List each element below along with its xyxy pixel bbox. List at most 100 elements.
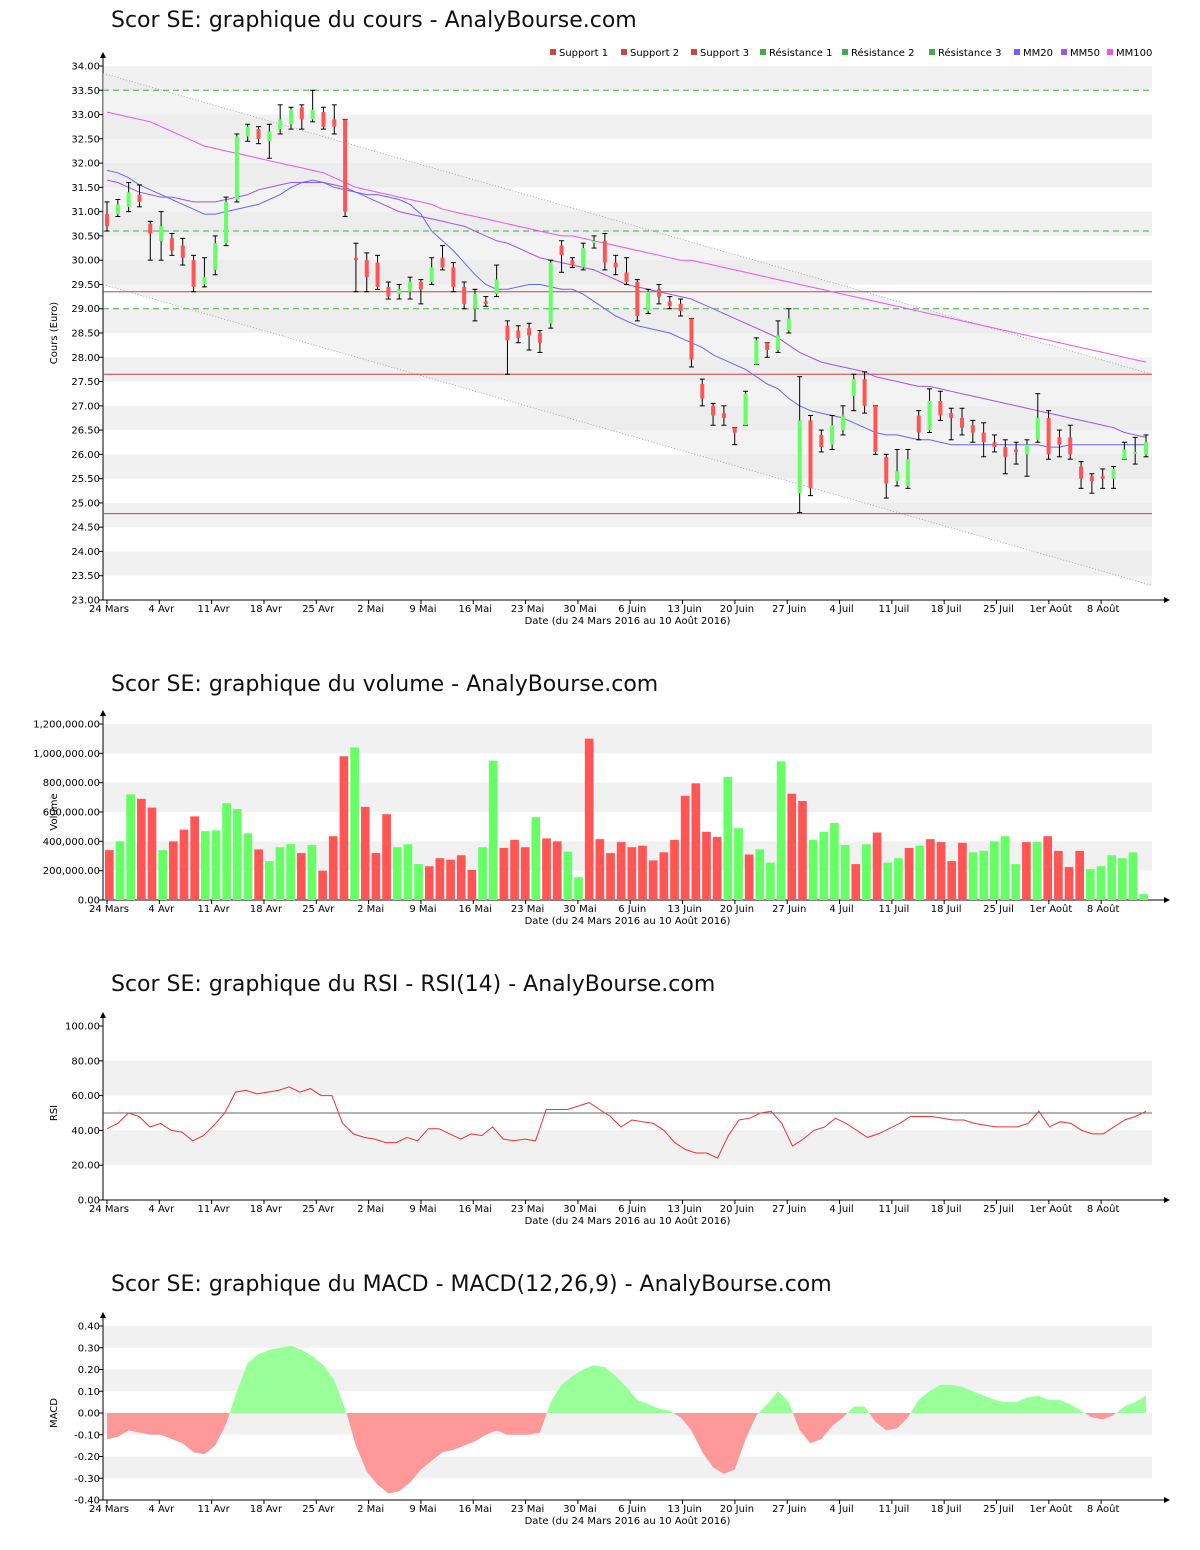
x-tick-label: 20 Juin [720, 904, 754, 915]
x-tick-label: 18 Avr [250, 1204, 283, 1215]
volume-bar [382, 814, 391, 900]
y-axis-label: MACD [49, 1398, 60, 1428]
x-tick-label: 25 Avr [302, 1504, 335, 1515]
x-tick-label: 18 Avr [250, 1504, 283, 1515]
x-tick-label: 18 Juil [931, 904, 962, 915]
volume-bar [1139, 894, 1148, 900]
macd-chart-panel: Scor SE: graphique du MACD - MACD(12,26,… [0, 1260, 1200, 1550]
candle-body [169, 238, 174, 251]
candle-body [602, 240, 607, 263]
candle-body [440, 257, 445, 268]
y-tick-label: 0.30 [78, 1343, 100, 1354]
volume-bar [435, 858, 445, 900]
x-axis-label: Date (du 24 Mars 2016 au 10 Août 2016) [525, 1215, 731, 1227]
candle-body [213, 243, 218, 270]
y-tick-label: -0.40 [74, 1496, 100, 1507]
x-tick-label: 4 Avr [148, 604, 175, 615]
grid-band [103, 66, 1152, 91]
candle-body [689, 318, 694, 360]
volume-bar [670, 839, 679, 900]
volume-bar [638, 845, 647, 900]
y-axis-label: Cours (Euro) [49, 302, 60, 365]
y-tick-label: 600,000.00 [43, 808, 100, 819]
volume-bar [456, 855, 466, 900]
volume-bar [115, 841, 125, 900]
volume-bar [723, 776, 733, 900]
x-tick-label: 2 Mai [357, 604, 384, 615]
macd-positive-area [546, 1365, 674, 1413]
x-tick-label: 4 Juil [829, 604, 853, 615]
candle-body [202, 277, 207, 285]
y-tick-label: 32.00 [71, 159, 100, 170]
candle-body [321, 112, 326, 127]
candle-body [613, 262, 618, 268]
x-tick-label: 8 Août [1087, 903, 1120, 915]
candle-body [472, 294, 477, 309]
candle-body [267, 131, 272, 142]
x-tick-label: 6 Juin [618, 604, 646, 615]
x-tick-label: 30 Mai [563, 1504, 596, 1515]
volume-bar [1075, 850, 1085, 900]
y-tick-label: 24.00 [71, 547, 100, 558]
candle-body [278, 119, 283, 130]
x-tick-label: 18 Avr [250, 904, 283, 915]
y-tick-label: 0.40 [78, 1322, 100, 1333]
volume-bar [851, 864, 861, 900]
y-tick-label: 0.00 [78, 1409, 100, 1420]
candle-body [299, 107, 304, 120]
y-tick-label: 23.00 [71, 596, 100, 607]
volume-bar [1054, 850, 1063, 900]
y-axis-label: RSI [49, 1105, 60, 1121]
volume-bar [734, 828, 743, 900]
volume-bar [808, 839, 818, 900]
candle-body [343, 119, 348, 212]
grid-band [103, 551, 1152, 576]
x-tick-label: 9 Mai [409, 604, 436, 615]
x-tick-label: 11 Avr [198, 904, 231, 915]
legend-label: Support 1 [559, 48, 608, 59]
volume-bar [371, 853, 381, 900]
volume-bar [232, 809, 242, 900]
x-tick-label: 20 Juin [720, 1504, 754, 1515]
x-tick-label: 6 Juin [618, 1504, 646, 1515]
y-tick-label: 31.50 [71, 183, 100, 194]
volume-bar [936, 842, 946, 900]
candle-body [516, 330, 521, 338]
x-tick-label: 25 Avr [302, 604, 335, 615]
candle-body [776, 335, 781, 350]
y-tick-label: 100.00 [65, 1022, 100, 1033]
y-tick-label: 0.00 [78, 1196, 100, 1207]
candle-body [559, 245, 564, 256]
candle-body [364, 260, 369, 278]
macd-positive-area [229, 1345, 347, 1413]
x-tick-label: 25 Juil [983, 1504, 1014, 1515]
legend-swatch [691, 49, 697, 55]
volume-bar [616, 842, 626, 900]
candle-body [386, 286, 391, 297]
candle-body [938, 400, 943, 416]
volume-bar [126, 794, 135, 900]
candle-body [884, 456, 889, 484]
x-axis-arrow [1164, 597, 1170, 603]
candle-body [191, 260, 196, 287]
grid-band [103, 724, 1152, 754]
x-tick-label: 9 Mai [409, 904, 436, 915]
trend-line-lower [102, 284, 1153, 586]
candle-body [310, 109, 315, 120]
y-tick-label: 28.00 [71, 353, 100, 364]
y-tick-label: 27.50 [71, 377, 100, 388]
y-tick-label: 24.50 [71, 523, 100, 534]
x-tick-label: 4 Juil [829, 904, 853, 915]
macd-negative-area [793, 1413, 848, 1444]
x-tick-label: 25 Avr [302, 904, 335, 915]
candle-body [949, 413, 954, 418]
volume-chart: 0.00 200,000.00 400,000.00 600,000.00 800,00… [33, 710, 1170, 927]
candle-body [1133, 451, 1138, 454]
candle-body [353, 257, 358, 261]
candle-body [1046, 417, 1051, 455]
candle-body [992, 442, 997, 448]
volume-bar [1128, 852, 1138, 900]
x-tick-label: 1er Août [1029, 1503, 1072, 1515]
volume-bar [190, 816, 199, 900]
volume-bar [275, 847, 285, 900]
